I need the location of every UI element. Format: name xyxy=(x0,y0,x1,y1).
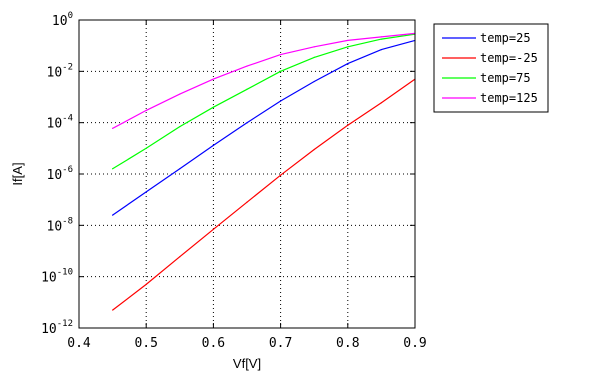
series-point xyxy=(246,65,248,67)
series-point xyxy=(347,63,349,65)
y-tick-base: 10 xyxy=(47,168,63,183)
series-point xyxy=(179,256,181,258)
series-point xyxy=(280,53,282,56)
legend: temp=25 temp=-25 temp=75 temp=125 xyxy=(433,23,549,113)
series-line-temp=25 xyxy=(112,39,416,216)
y-tick-base: 10 xyxy=(52,14,68,29)
y-tick-exponent: -2 xyxy=(62,62,73,72)
series-point xyxy=(179,126,181,128)
x-tick-labels: 0.4 0.5 0.6 0.7 0.8 0.9 xyxy=(67,336,426,351)
series-point xyxy=(112,214,114,216)
y-tick-base: 10 xyxy=(47,219,63,234)
series-point xyxy=(112,168,114,170)
series-point xyxy=(280,100,282,102)
series-point xyxy=(212,228,214,230)
x-axis-label: Vf[V] xyxy=(233,356,261,371)
series-line-temp=75 xyxy=(112,33,416,170)
y-tick-label: 10-2 xyxy=(47,62,74,80)
y-tick-label: 10-6 xyxy=(47,165,74,183)
grid xyxy=(79,20,415,328)
y-tick-label-text: 10-4 xyxy=(47,114,74,132)
legend-label: temp=75 xyxy=(480,71,531,85)
series-point xyxy=(179,93,181,95)
y-tick-label-text: 100 xyxy=(52,11,73,29)
series-point xyxy=(112,309,114,311)
series-point xyxy=(347,39,349,42)
y-tick-label-text: 10-8 xyxy=(47,216,74,234)
series-point xyxy=(145,191,147,193)
legend-label: temp=25 xyxy=(480,31,531,45)
y-tick-exponent: -4 xyxy=(62,114,73,124)
series-point xyxy=(246,88,248,90)
series-line-temp=125 xyxy=(112,32,416,129)
x-tick-label: 0.7 xyxy=(269,336,292,351)
series-point xyxy=(313,148,315,151)
series-point xyxy=(212,106,214,108)
y-tick-label-text: 10-12 xyxy=(41,319,73,337)
y-tick-exponent: -12 xyxy=(57,319,73,329)
x-tick-label: 0.8 xyxy=(336,336,359,351)
y-tick-label: 100 xyxy=(52,11,73,29)
series-point xyxy=(313,46,315,48)
series-point xyxy=(112,127,114,129)
series-point xyxy=(380,102,382,104)
y-tick-label: 10-10 xyxy=(41,268,73,286)
series-point xyxy=(313,56,315,58)
y-axis-label: If[A] xyxy=(10,162,25,185)
series-point xyxy=(212,78,214,80)
series-point xyxy=(246,122,248,124)
x-tick-label: 0.4 xyxy=(67,336,91,351)
series-point xyxy=(380,36,382,38)
y-tick-exponent: -6 xyxy=(62,165,73,175)
series-point xyxy=(212,144,214,147)
series-point xyxy=(280,70,282,72)
y-tick-label: 10-4 xyxy=(47,114,74,132)
x-tick-label: 0.6 xyxy=(202,336,225,351)
legend-label: temp=125 xyxy=(480,91,538,105)
y-tick-label: 10-12 xyxy=(41,319,73,337)
series-point xyxy=(145,109,147,112)
series-point xyxy=(347,46,349,48)
series-point xyxy=(347,124,349,126)
x-tick-label: 0.9 xyxy=(403,336,426,351)
y-tick-exponent: 0 xyxy=(68,11,73,21)
series-point xyxy=(145,283,147,285)
series-point xyxy=(145,147,147,149)
series-point xyxy=(313,80,315,83)
series-point xyxy=(280,174,282,176)
y-tick-base: 10 xyxy=(41,271,57,286)
series-point xyxy=(179,168,181,170)
y-tick-base: 10 xyxy=(47,65,63,80)
legend-label: temp=-25 xyxy=(480,51,538,65)
series-point xyxy=(380,49,382,51)
y-tick-exponent: -10 xyxy=(57,268,73,278)
legend-box xyxy=(433,23,549,113)
y-tick-base: 10 xyxy=(47,117,63,132)
series-group xyxy=(112,32,416,311)
y-tick-base: 10 xyxy=(41,322,57,337)
series-line-temp=-25 xyxy=(112,78,416,311)
y-tick-label: 10-8 xyxy=(47,216,74,234)
y-tick-label-text: 10-2 xyxy=(47,62,74,80)
y-tick-label-text: 10-6 xyxy=(47,165,74,183)
ticks xyxy=(78,19,416,329)
y-tick-label-text: 10-10 xyxy=(41,268,73,286)
x-tick-label: 0.5 xyxy=(134,336,157,351)
y-tick-exponent: -8 xyxy=(62,216,73,226)
series-point xyxy=(380,38,382,40)
series-point xyxy=(246,201,248,203)
